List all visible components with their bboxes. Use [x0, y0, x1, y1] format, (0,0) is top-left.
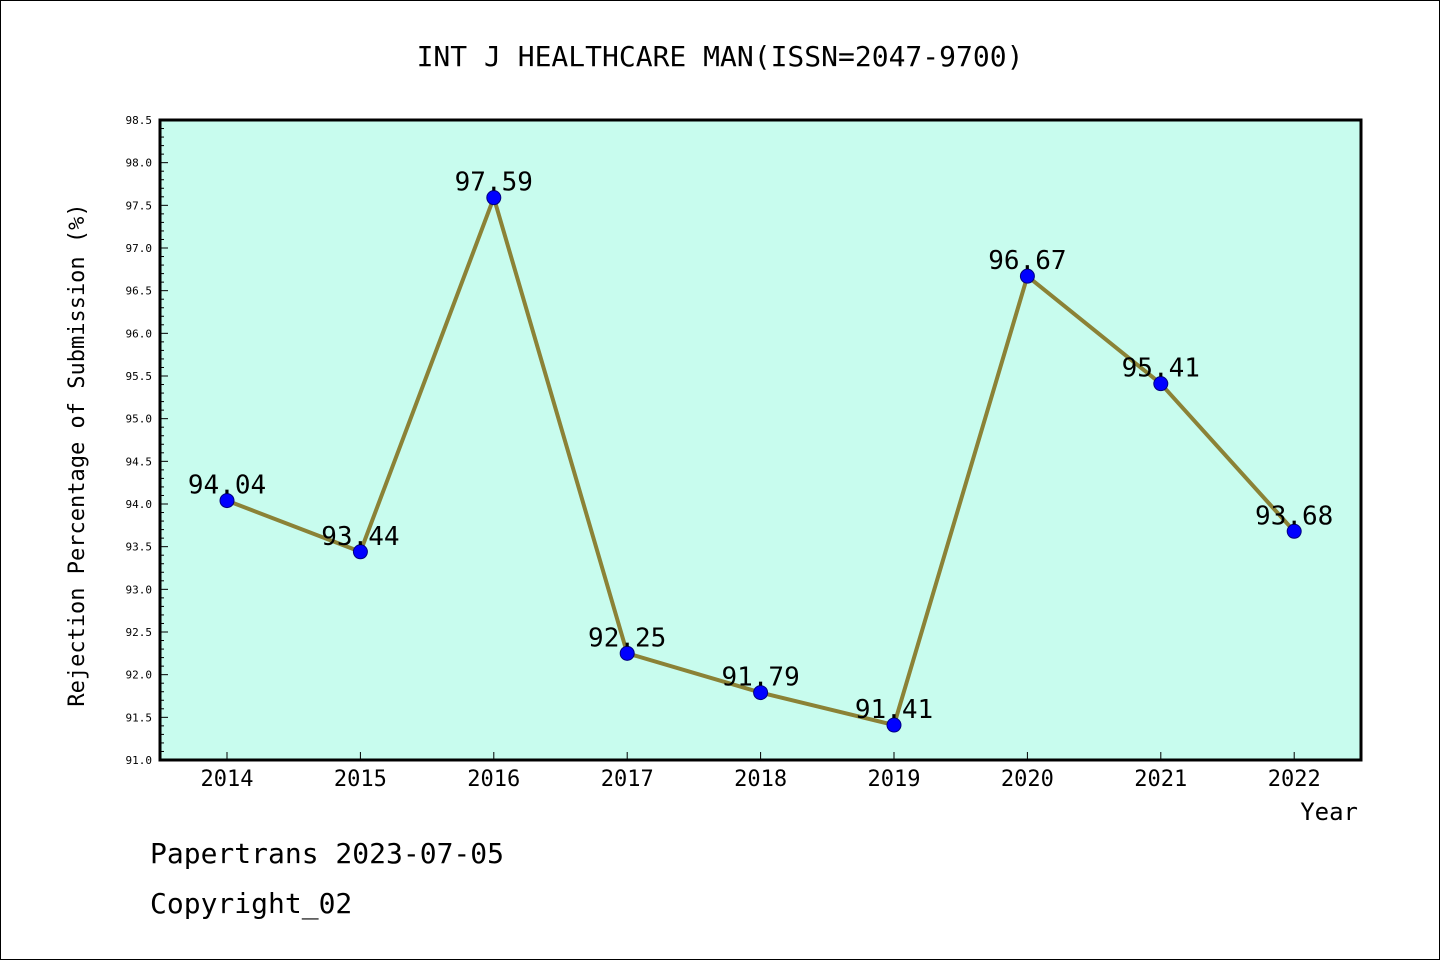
plot-area — [158, 118, 1363, 762]
y-tick-label: 94.0 — [126, 498, 153, 511]
footer-date-text: Papertrans 2023-07-05 — [150, 837, 505, 870]
data-label: 91.41 — [855, 695, 933, 725]
y-tick-label: 97.5 — [126, 199, 153, 212]
data-point-marker — [352, 544, 368, 560]
data-point-marker — [1286, 523, 1302, 539]
y-tick-label: 91.5 — [126, 711, 153, 724]
footer-copyright-text: Copyright_02 — [150, 887, 353, 920]
marker-layer — [219, 190, 1302, 733]
x-axis-ticks — [226, 752, 1295, 760]
data-label: 97.59 — [455, 168, 533, 198]
y-axis-ticks — [160, 119, 168, 761]
data-point-marker — [886, 717, 902, 733]
data-point-marker — [753, 685, 769, 701]
data-point-marker — [219, 493, 235, 509]
data-label: 93.68 — [1255, 501, 1333, 531]
data-point-marker — [1153, 376, 1169, 392]
data-label: 92.25 — [588, 623, 666, 653]
y-tick-label: 94.5 — [126, 455, 153, 468]
y-tick-label: 98.0 — [126, 157, 153, 170]
y-tick-label: 97.0 — [126, 242, 153, 255]
data-point-marker — [1019, 268, 1035, 284]
data-point-marker — [619, 645, 635, 661]
y-tick-label: 95.5 — [126, 370, 153, 383]
data-label-layer: 94.04 93.44 97.59 92.25 91.79 91.41 96.67 95.41… — [188, 168, 1333, 725]
y-axis-title: Rejection Percentage of Submission (%) — [65, 203, 90, 706]
x-tick-label: 2020 — [1001, 767, 1054, 792]
data-label: 94.04 — [188, 471, 266, 501]
y-tick-label: 95.0 — [126, 413, 153, 426]
y-tick-label: 93.0 — [126, 583, 153, 596]
x-tick-label: 2017 — [601, 767, 654, 792]
y-axis-tick-labels: 91.0 91.5 92.0 92.5 93.0 93.5 94.0 94.5 95.0 95.5… — [126, 114, 153, 767]
x-axis-tick-labels: 2014 2015 2016 2017 2018 2019 2020 2021 2022 — [201, 767, 1321, 792]
chart-title: INT J HEALTHCARE MAN(ISSN=2047-9700) — [417, 40, 1024, 73]
y-tick-label: 92.0 — [126, 669, 153, 682]
x-axis-title: Year — [1300, 798, 1358, 826]
y-tick-label: 92.5 — [126, 626, 153, 639]
data-label: 91.79 — [721, 663, 799, 693]
y-tick-label: 93.5 — [126, 541, 153, 554]
x-tick-label: 2019 — [868, 767, 921, 792]
x-tick-label: 2018 — [734, 767, 787, 792]
data-label: 95.41 — [1122, 354, 1200, 384]
x-tick-label: 2016 — [467, 767, 520, 792]
y-tick-label: 91.0 — [126, 754, 153, 767]
x-tick-label: 2014 — [201, 767, 254, 792]
y-tick-label: 96.0 — [126, 327, 153, 340]
x-tick-label: 2015 — [334, 767, 387, 792]
x-tick-label: 2021 — [1134, 767, 1187, 792]
y-tick-label: 98.5 — [126, 114, 153, 127]
data-label: 96.67 — [988, 246, 1066, 276]
x-tick-label: 2022 — [1268, 767, 1321, 792]
y-tick-label: 96.5 — [126, 285, 153, 298]
data-point-marker — [486, 190, 502, 206]
data-label: 93.44 — [321, 522, 399, 552]
